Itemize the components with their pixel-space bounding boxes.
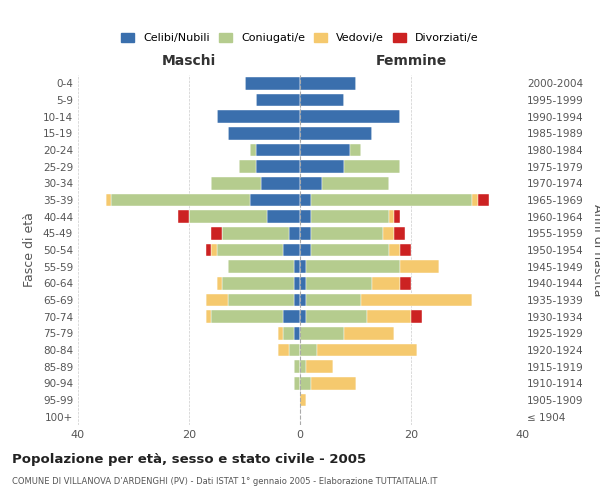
Bar: [305, 310, 367, 323]
Text: Maschi: Maschi: [162, 54, 216, 68]
Bar: [278, 327, 283, 340]
Bar: [206, 294, 228, 306]
Bar: [300, 127, 372, 140]
Bar: [300, 210, 311, 223]
Bar: [300, 160, 344, 173]
Bar: [228, 260, 295, 273]
Bar: [239, 160, 256, 173]
Bar: [256, 160, 300, 173]
Bar: [217, 110, 300, 123]
Bar: [228, 127, 300, 140]
Text: COMUNE DI VILLANOVA D’ARDENGHI (PV) - Dati ISTAT 1° gennaio 2005 - Elaborazione : COMUNE DI VILLANOVA D’ARDENGHI (PV) - Da…: [12, 478, 437, 486]
Bar: [389, 210, 394, 223]
Bar: [344, 160, 400, 173]
Bar: [300, 77, 355, 90]
Bar: [283, 327, 295, 340]
Bar: [178, 210, 189, 223]
Y-axis label: Fasce di età: Fasce di età: [23, 212, 36, 288]
Bar: [289, 227, 300, 239]
Bar: [300, 110, 400, 123]
Bar: [478, 194, 489, 206]
Bar: [300, 194, 311, 206]
Bar: [344, 327, 394, 340]
Text: Popolazione per età, sesso e stato civile - 2005: Popolazione per età, sesso e stato civil…: [12, 452, 366, 466]
Bar: [394, 227, 406, 239]
Bar: [311, 377, 355, 390]
Bar: [211, 177, 261, 190]
Bar: [228, 294, 295, 306]
Bar: [217, 277, 222, 289]
Legend: Celibi/Nubili, Coniugati/e, Vedovi/e, Divorziati/e: Celibi/Nubili, Coniugati/e, Vedovi/e, Di…: [117, 28, 483, 48]
Bar: [211, 310, 283, 323]
Bar: [300, 360, 305, 373]
Bar: [222, 277, 295, 289]
Bar: [295, 277, 300, 289]
Bar: [256, 144, 300, 156]
Bar: [111, 194, 250, 206]
Bar: [256, 94, 300, 106]
Bar: [295, 360, 300, 373]
Bar: [300, 394, 305, 406]
Bar: [300, 294, 305, 306]
Bar: [250, 144, 256, 156]
Bar: [222, 227, 289, 239]
Bar: [295, 377, 300, 390]
Bar: [472, 194, 478, 206]
Text: Femmine: Femmine: [376, 54, 446, 68]
Bar: [206, 244, 211, 256]
Bar: [106, 194, 111, 206]
Bar: [300, 144, 350, 156]
Bar: [261, 177, 300, 190]
Bar: [250, 194, 300, 206]
Bar: [350, 144, 361, 156]
Bar: [289, 344, 300, 356]
Bar: [295, 327, 300, 340]
Bar: [305, 360, 334, 373]
Bar: [245, 77, 300, 90]
Bar: [283, 244, 300, 256]
Bar: [278, 344, 289, 356]
Bar: [400, 277, 411, 289]
Bar: [305, 260, 400, 273]
Bar: [317, 344, 416, 356]
Bar: [367, 310, 411, 323]
Bar: [394, 210, 400, 223]
Bar: [300, 327, 344, 340]
Bar: [266, 210, 300, 223]
Bar: [283, 310, 300, 323]
Bar: [300, 277, 305, 289]
Bar: [300, 344, 317, 356]
Bar: [311, 210, 389, 223]
Bar: [300, 310, 305, 323]
Bar: [217, 244, 283, 256]
Bar: [322, 177, 389, 190]
Bar: [295, 260, 300, 273]
Bar: [189, 210, 266, 223]
Bar: [311, 244, 389, 256]
Bar: [311, 194, 472, 206]
Bar: [206, 310, 211, 323]
Bar: [300, 94, 344, 106]
Bar: [211, 227, 222, 239]
Bar: [389, 244, 400, 256]
Bar: [361, 294, 472, 306]
Bar: [300, 227, 311, 239]
Bar: [411, 310, 422, 323]
Y-axis label: Anni di nascita: Anni di nascita: [592, 204, 600, 296]
Bar: [300, 244, 311, 256]
Bar: [300, 377, 311, 390]
Bar: [295, 294, 300, 306]
Bar: [305, 294, 361, 306]
Bar: [211, 244, 217, 256]
Bar: [372, 277, 400, 289]
Bar: [300, 177, 322, 190]
Bar: [400, 260, 439, 273]
Bar: [383, 227, 394, 239]
Bar: [305, 277, 372, 289]
Bar: [311, 227, 383, 239]
Bar: [400, 244, 411, 256]
Bar: [300, 260, 305, 273]
